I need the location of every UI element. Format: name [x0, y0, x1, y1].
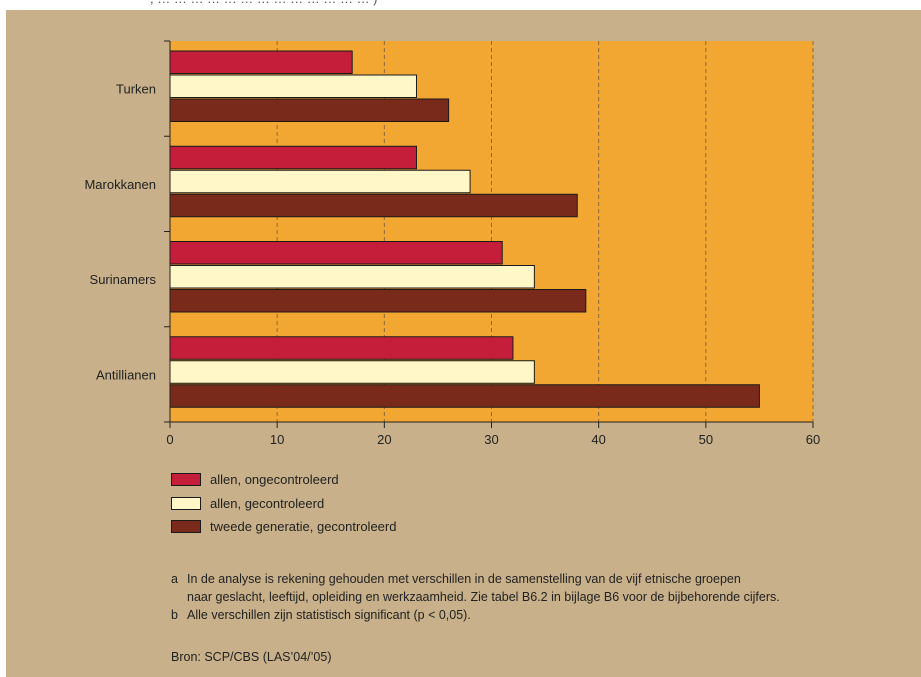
legend-swatch-tweede-generatie [171, 520, 201, 534]
legend-swatch-allen-gecontroleerd [171, 496, 201, 510]
bar [169, 384, 760, 408]
category-label: Marokkanen [84, 177, 156, 192]
bar [169, 289, 587, 313]
bar [169, 265, 535, 289]
legend-label: tweede generatie, gecontroleerd [210, 519, 397, 535]
bar-chart: 0 10 20 30 40 50 60 Turken Marokkanen Surinamers A… [84, 40, 820, 447]
legend-swatch-allen-ongecontroleerd [171, 473, 201, 487]
figure-panel: 0 10 20 30 40 50 60 Turken Marokkanen Surinamers A… [6, 10, 921, 677]
legend-label: allen, gecontroleerd [210, 495, 325, 511]
bar [169, 50, 353, 74]
top-cut-caption: , … … … … … … … … … … … … … ) [150, 0, 378, 6]
footnote-b: b Alle verschillen zijn statistisch sign… [171, 606, 780, 624]
x-tick-label: 50 [699, 432, 713, 447]
x-tick-label: 0 [166, 432, 173, 447]
footnote-a-continued: naar geslacht, leeftijd, opleiding en we… [187, 590, 780, 604]
bar [169, 145, 417, 170]
footnote-text: In de analyse is rekening gehouden met v… [187, 572, 741, 586]
footnote-letter: a [171, 572, 178, 586]
x-tick-label: 10 [270, 432, 284, 447]
legend: allen, ongecontroleerd allen, gecontrole… [171, 468, 396, 539]
x-tick-label: 60 [806, 432, 820, 447]
bar [169, 360, 535, 384]
x-tick-label: 20 [377, 432, 391, 447]
legend-item: allen, ongecontroleerd [171, 468, 396, 492]
bar [169, 241, 503, 265]
legend-label: allen, ongecontroleerd [210, 472, 339, 488]
category-label: Turken [116, 82, 156, 97]
source-note: Bron: SCP/CBS (LAS’04/’05) [171, 650, 332, 664]
legend-item: tweede generatie, gecontroleerd [171, 515, 396, 539]
x-tick-label: 40 [591, 432, 605, 447]
x-tick-label: 30 [484, 432, 498, 447]
top-cut-text: , … … … … … … … … … … … … … ) [0, 0, 921, 10]
bar [169, 74, 417, 98]
footnote-a: a In de analyse is rekening gehouden met… [171, 570, 780, 588]
bar [169, 169, 471, 194]
footnote-letter: b [171, 608, 178, 622]
bar [169, 336, 514, 360]
category-label: Surinamers [90, 272, 157, 287]
category-label: Antillianen [96, 367, 156, 382]
legend-item: allen, gecontroleerd [171, 492, 396, 516]
footnotes: a In de analyse is rekening gehouden met… [171, 570, 780, 624]
bar [169, 98, 450, 122]
bar [169, 193, 578, 218]
footnote-text: Alle verschillen zijn statistisch signif… [187, 608, 471, 622]
